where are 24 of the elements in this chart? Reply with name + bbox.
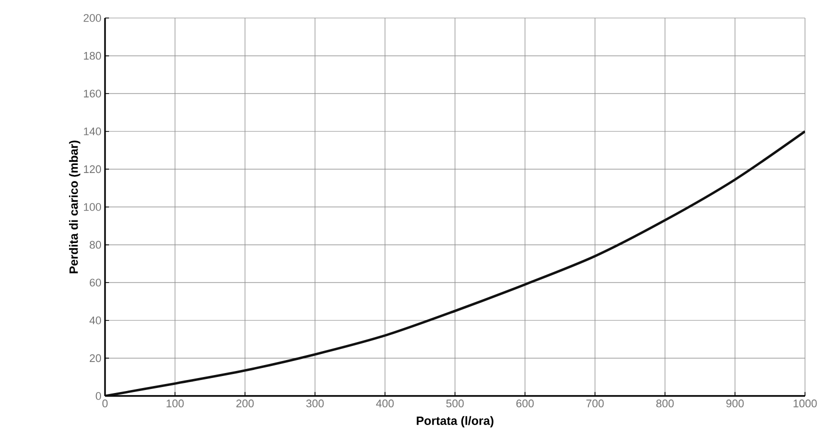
y-tick-label: 20 — [90, 354, 102, 362]
x-tick-label: 500 — [446, 400, 464, 408]
y-tick-label: 60 — [90, 278, 102, 286]
y-tick-label: 40 — [89, 316, 102, 324]
y-tick-label: 120 — [84, 165, 102, 174]
x-tick-label: 600 — [516, 400, 534, 408]
y-tick-label: 200 — [84, 14, 102, 22]
x-tick-label: 100 — [166, 400, 184, 408]
x-tick-label: 200 — [236, 400, 254, 408]
y-tick-label: 80 — [90, 240, 102, 249]
x-tick-label: 0 — [102, 400, 108, 408]
x-tick-label: 800 — [656, 400, 674, 408]
y-tick-label: 0 — [96, 392, 102, 400]
y-tick-label: 180 — [84, 52, 102, 60]
x-axis-title: Portata (l/ora) — [416, 416, 494, 428]
x-tick-label: 400 — [376, 400, 394, 408]
x-tick-label: 700 — [586, 400, 604, 408]
x-tick-label: 900 — [726, 400, 744, 408]
y-tick-label: 100 — [84, 203, 102, 211]
y-axis-title: Perdita di carico (mbar) — [69, 140, 80, 274]
y-tick-label: 140 — [84, 128, 102, 136]
y-tick-label: 160 — [84, 90, 102, 98]
x-tick-label: 1000 — [794, 400, 817, 408]
x-tick-label: 300 — [306, 400, 324, 408]
